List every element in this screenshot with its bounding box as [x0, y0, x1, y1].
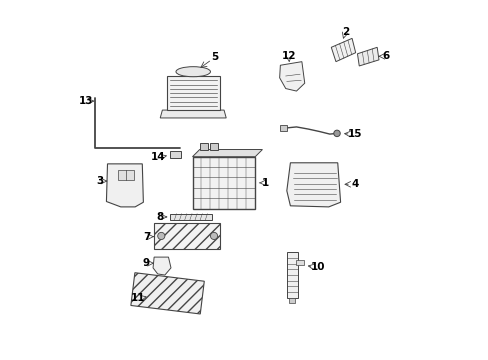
Bar — [210, 143, 218, 149]
Polygon shape — [279, 62, 304, 91]
Bar — [169, 150, 181, 158]
Text: 4: 4 — [350, 179, 358, 189]
Polygon shape — [106, 164, 143, 207]
Circle shape — [210, 232, 217, 239]
Polygon shape — [153, 257, 171, 275]
Text: 7: 7 — [143, 232, 150, 242]
Bar — [131, 273, 204, 314]
Bar — [192, 157, 255, 209]
Bar — [199, 143, 207, 149]
Text: 2: 2 — [341, 27, 348, 37]
Bar — [154, 223, 220, 249]
Text: 1: 1 — [261, 178, 268, 188]
Polygon shape — [286, 163, 340, 207]
Bar — [280, 126, 286, 131]
Text: 15: 15 — [347, 129, 362, 139]
Text: 10: 10 — [310, 262, 325, 272]
Text: 8: 8 — [156, 212, 163, 222]
Text: 14: 14 — [150, 152, 164, 162]
Circle shape — [333, 130, 340, 136]
Text: 5: 5 — [211, 52, 218, 62]
Polygon shape — [330, 39, 355, 62]
Polygon shape — [286, 252, 297, 298]
Bar — [166, 76, 219, 110]
Polygon shape — [192, 149, 262, 157]
Bar — [288, 298, 295, 303]
Text: 11: 11 — [130, 293, 144, 303]
Text: 13: 13 — [78, 96, 93, 106]
Text: 9: 9 — [142, 258, 149, 268]
Polygon shape — [160, 110, 226, 118]
Bar — [118, 170, 134, 180]
Text: 3: 3 — [96, 176, 103, 186]
Polygon shape — [357, 47, 378, 66]
Text: 6: 6 — [382, 51, 389, 61]
Circle shape — [158, 232, 164, 239]
Ellipse shape — [176, 67, 210, 77]
Text: 12: 12 — [281, 50, 296, 60]
Bar — [296, 260, 304, 265]
Bar — [170, 214, 211, 220]
